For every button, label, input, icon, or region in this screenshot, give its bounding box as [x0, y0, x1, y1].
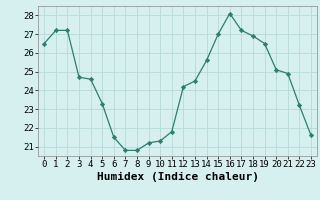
X-axis label: Humidex (Indice chaleur): Humidex (Indice chaleur): [97, 172, 259, 182]
